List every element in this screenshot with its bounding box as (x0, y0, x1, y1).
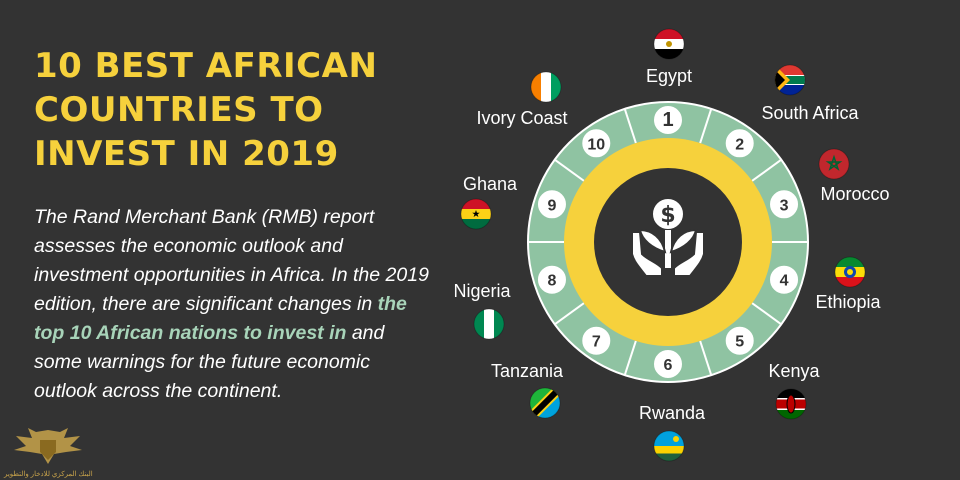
rank-badge-3: 3 (768, 188, 801, 221)
country-label-ivory-coast: Ivory Coast (476, 108, 567, 128)
title-line-2: COUNTRIES TO (34, 90, 324, 130)
country-label-ghana: Ghana (463, 174, 518, 194)
rank-number: 8 (548, 273, 557, 290)
rank-badges: 1 2 3 4 5 6 7 8 9 10 (535, 104, 801, 380)
country-label-egypt: Egypt (646, 66, 692, 86)
ghana-flag-icon (461, 199, 491, 229)
rank-badge-circle (723, 324, 756, 357)
rank-badge-4: 4 (768, 263, 801, 296)
country-label-ethiopia: Ethiopia (815, 292, 881, 312)
dollar-sign: $ (660, 203, 675, 228)
country-label-morocco: Morocco (820, 184, 889, 204)
ring-divider (699, 108, 713, 144)
rank-badge-circle (768, 188, 801, 221)
country-label-rwanda: Rwanda (639, 403, 706, 423)
rank-number: 3 (780, 197, 789, 214)
description-highlight: the top 10 African nations to invest in (34, 293, 407, 344)
rank-badge-8: 8 (535, 263, 568, 296)
ivory-coast-flag-icon (531, 72, 561, 102)
rank-number: 10 (587, 136, 605, 153)
rank-number: 7 (592, 334, 601, 351)
rank-number: 9 (548, 197, 557, 214)
ring-divider (623, 340, 637, 376)
plant-leaf-right (669, 228, 698, 254)
country-label-south-africa: South Africa (761, 103, 859, 123)
ring-divider (554, 302, 585, 326)
rank-badge-1: 1 (652, 104, 684, 136)
ring-divider (623, 108, 637, 144)
title-line-3: INVEST IN 2019 (34, 134, 339, 174)
ring-divider (699, 340, 713, 376)
plant-stem (665, 230, 671, 268)
eagle-shield-logo (14, 428, 82, 464)
rwanda-flag-icon (654, 431, 684, 461)
country-flags (460, 28, 866, 462)
nigeria-flag-icon (474, 309, 504, 339)
country-label-kenya: Kenya (768, 361, 820, 381)
country-label-nigeria: Nigeria (453, 281, 511, 301)
ring-dividers (528, 108, 808, 376)
rank-number: 1 (662, 109, 673, 131)
rank-number: 5 (735, 334, 744, 351)
country-labels: Egypt South Africa Morocco Ethiopia Kenya Rwa… (453, 66, 889, 423)
rank-badge-circle (768, 263, 801, 296)
morocco-flag-icon (819, 149, 849, 179)
south-africa-flag-icon (775, 65, 805, 95)
rank-badge-circle (652, 348, 684, 380)
money-plant-in-hands-icon: $ (631, 197, 705, 277)
rank-badge-circle (580, 324, 613, 357)
ring-divider (554, 158, 585, 182)
rank-badge-circle (652, 104, 684, 136)
rank-badge-10: 10 (580, 127, 613, 160)
page-title: 10 BEST AFRICAN COUNTRIES TO INVEST IN 2… (34, 44, 414, 176)
watermark-text: البنك المركزي للادخار والتطوير (4, 471, 93, 478)
rank-number: 6 (664, 357, 673, 374)
rank-badge-circle (535, 188, 568, 221)
rank-number: 2 (735, 136, 744, 153)
tanzania-flag-icon (530, 388, 560, 418)
ring-divider (751, 158, 782, 182)
plant-leaf-left (638, 228, 667, 254)
description: The Rand Merchant Bank (RMB) report asse… (34, 203, 434, 406)
hand-left (631, 231, 663, 277)
title-line-1: 10 BEST AFRICAN (34, 46, 378, 86)
hand-right (673, 231, 705, 277)
egypt-flag-icon (654, 29, 684, 59)
description-text-2: and some warnings for the future economi… (34, 322, 385, 402)
rank-badge-circle (580, 127, 613, 160)
rank-badge-6: 6 (652, 348, 684, 380)
rank-badge-7: 7 (580, 324, 613, 357)
rank-badge-circle (535, 263, 568, 296)
ethiopia-flag-icon (835, 257, 865, 287)
ring-divider (751, 302, 782, 326)
rank-number: 4 (780, 273, 789, 290)
rank-badge-2: 2 (723, 127, 756, 160)
country-label-tanzania: Tanzania (491, 361, 564, 381)
description-text-1: The Rand Merchant Bank (RMB) report asse… (34, 206, 429, 315)
kenya-flag-icon (776, 389, 806, 419)
rank-badge-9: 9 (535, 188, 568, 221)
shield (40, 440, 56, 460)
rank-badge-circle (723, 127, 756, 160)
rank-badge-5: 5 (723, 324, 756, 357)
